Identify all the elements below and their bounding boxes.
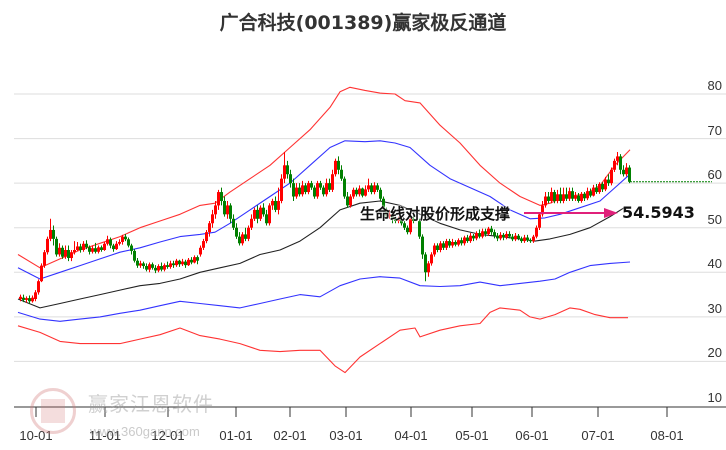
x-tick-label: 06-01 [515, 428, 549, 443]
y-tick-label: 30 [707, 300, 722, 316]
x-tick-label: 03-01 [329, 428, 363, 443]
channel-lines [17, 86, 631, 374]
x-tick-label: 05-01 [455, 428, 489, 443]
chart-title: 广合科技(001389)赢家极反通道 [219, 12, 507, 34]
x-tick-label: 11-01 [88, 428, 122, 443]
annotation-overlay [524, 181, 712, 218]
outer-upper-line [17, 86, 631, 269]
y-tick-label: 10 [707, 389, 722, 405]
y-tick-label: 80 [707, 78, 722, 93]
watermark-logo-icon [30, 388, 76, 434]
x-tick-label: 08-01 [650, 428, 684, 443]
grid-lines [14, 93, 726, 362]
y-tick-label: 60 [707, 167, 722, 183]
lifeline-line [17, 200, 626, 309]
outer-lower-line [17, 307, 628, 374]
y-tick-label: 40 [707, 256, 722, 272]
inner-lower-line [17, 261, 631, 322]
support-value-label: 54.5943 [622, 203, 695, 222]
support-annotation: 生命线对股价形成支撑 [360, 205, 511, 223]
x-tick-label: 04-01 [394, 428, 428, 443]
y-tick-label: 50 [707, 211, 722, 227]
inner-upper-line [17, 140, 631, 280]
x-tick-label: 12-01 [151, 428, 185, 443]
x-tick-label: 07-01 [581, 428, 615, 443]
watermark-url: www.360gann.com [90, 424, 200, 439]
y-tick-label: 70 [707, 122, 722, 138]
y-tick-label: 20 [707, 345, 722, 361]
x-tick-label: 02-01 [273, 428, 307, 443]
watermark-brand: 赢家江恩软件 [88, 392, 214, 416]
x-tick-label: 01-01 [219, 428, 253, 443]
